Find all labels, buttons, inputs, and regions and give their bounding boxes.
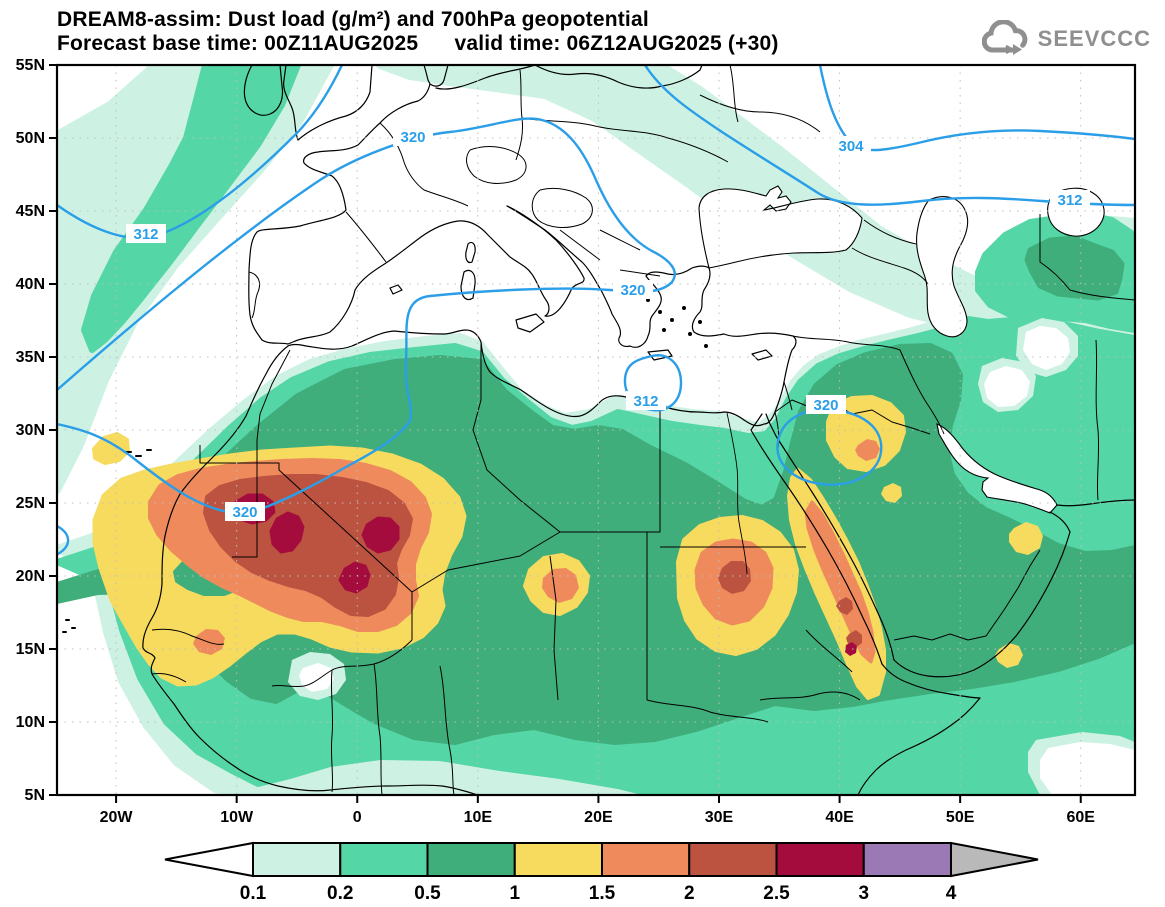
seevccc-logo: SEEVCCC xyxy=(981,20,1151,58)
colorbar-segment xyxy=(775,842,865,877)
x-tick-label: 20W xyxy=(100,809,134,826)
y-tick-label: 40N xyxy=(16,276,45,293)
contour-label: 312 xyxy=(133,226,158,243)
colorbar-label: 2 xyxy=(684,883,695,904)
colorbar-label: 4 xyxy=(946,883,957,904)
x-axis: 20W 10W 0 10E 20E 30E 40E 50E 60E xyxy=(100,795,1096,826)
contour-label-box xyxy=(626,391,666,410)
y-tick-label: 5N xyxy=(25,787,45,804)
latlon-grid xyxy=(57,65,1135,795)
colorbar-segment xyxy=(513,842,603,877)
colorbar-below-arrow xyxy=(164,841,254,878)
cloud-arrow-icon xyxy=(981,20,1028,55)
colorbar-above-arrow xyxy=(950,841,1039,878)
colorbar-segment xyxy=(688,842,778,877)
contour-label: 320 xyxy=(813,397,838,414)
caspian-sea xyxy=(916,196,969,338)
contour-label-box xyxy=(225,502,265,521)
y-tick-label: 45N xyxy=(16,203,45,220)
x-tick-label: 50E xyxy=(946,809,975,826)
contour-label-box xyxy=(831,136,871,155)
contour-label-box xyxy=(393,127,433,146)
x-tick-label: 40E xyxy=(825,809,854,826)
y-tick-label: 15N xyxy=(16,641,45,658)
dust-shading-layer xyxy=(57,65,1135,795)
black-sea xyxy=(698,185,863,269)
contour-312-west xyxy=(57,65,344,240)
contour-label: 304 xyxy=(838,138,864,155)
contour-label-box xyxy=(126,224,166,243)
contour-label: 320 xyxy=(232,504,257,521)
y-axis: 55N 50N 45N 40N 35N 30N 25N 20N 15N 10N 5N xyxy=(16,57,57,804)
colorbar-label: 1 xyxy=(509,883,520,904)
y-tick-label: 35N xyxy=(16,349,45,366)
y-tick-label: 55N xyxy=(16,57,45,74)
contour-label-box xyxy=(613,280,653,299)
contour-320-closed xyxy=(776,408,883,486)
contour-short-arc xyxy=(57,524,70,556)
y-tick-label: 30N xyxy=(16,422,45,439)
x-tick-label: 20E xyxy=(584,809,613,826)
colorbar-label: 0.2 xyxy=(327,883,353,904)
contour-label: 320 xyxy=(620,282,645,299)
contour-312-east xyxy=(643,65,1135,207)
chart-title: DREAM8-assim: Dust load (g/m²) and 700hP… xyxy=(57,8,649,31)
contour-304 xyxy=(818,65,1135,152)
contour-label-box xyxy=(806,395,846,414)
colorbar-segment xyxy=(862,842,952,877)
colorbar-segment xyxy=(601,842,691,877)
colorbar-segment xyxy=(426,842,516,877)
contour-label: 320 xyxy=(400,129,425,146)
contour-label-box xyxy=(1050,190,1090,209)
y-tick-label: 20N xyxy=(16,568,45,585)
x-tick-label: 60E xyxy=(1067,809,1096,826)
colorbar-label: 0.1 xyxy=(240,883,267,904)
x-tick-label: 10W xyxy=(220,809,254,826)
colorbar-label: 0.5 xyxy=(414,883,441,904)
colorbar: 0.1 0.2 0.5 1 1.5 2 2.5 3 4 xyxy=(164,841,1039,904)
contour-labels: 312 320 304 312 320 312 320 320 xyxy=(126,127,1090,521)
chart-subtitle: Forecast base time: 00Z11AUG2025 valid t… xyxy=(57,32,779,55)
colorbar-label: 3 xyxy=(858,883,869,904)
x-tick-label: 0 xyxy=(353,809,362,826)
colorbar-segment xyxy=(252,842,342,877)
y-tick-label: 50N xyxy=(16,130,45,147)
x-tick-label: 10E xyxy=(464,809,493,826)
persian-gulf xyxy=(936,423,1058,514)
colorbar-label: 1.5 xyxy=(589,883,616,904)
y-tick-label: 10N xyxy=(16,714,45,731)
y-tick-label: 25N xyxy=(16,495,45,512)
logo-text: SEEVCCC xyxy=(1037,26,1151,51)
x-tick-label: 30E xyxy=(705,809,734,826)
contour-label: 312 xyxy=(1057,192,1082,209)
contour-label: 312 xyxy=(633,393,658,410)
colorbar-segment xyxy=(339,842,429,877)
colorbar-label: 2.5 xyxy=(763,883,790,904)
